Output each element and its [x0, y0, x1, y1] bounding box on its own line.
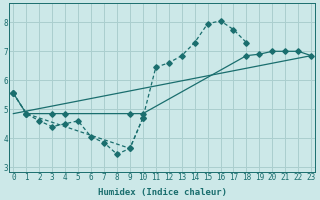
X-axis label: Humidex (Indice chaleur): Humidex (Indice chaleur)	[98, 188, 227, 197]
